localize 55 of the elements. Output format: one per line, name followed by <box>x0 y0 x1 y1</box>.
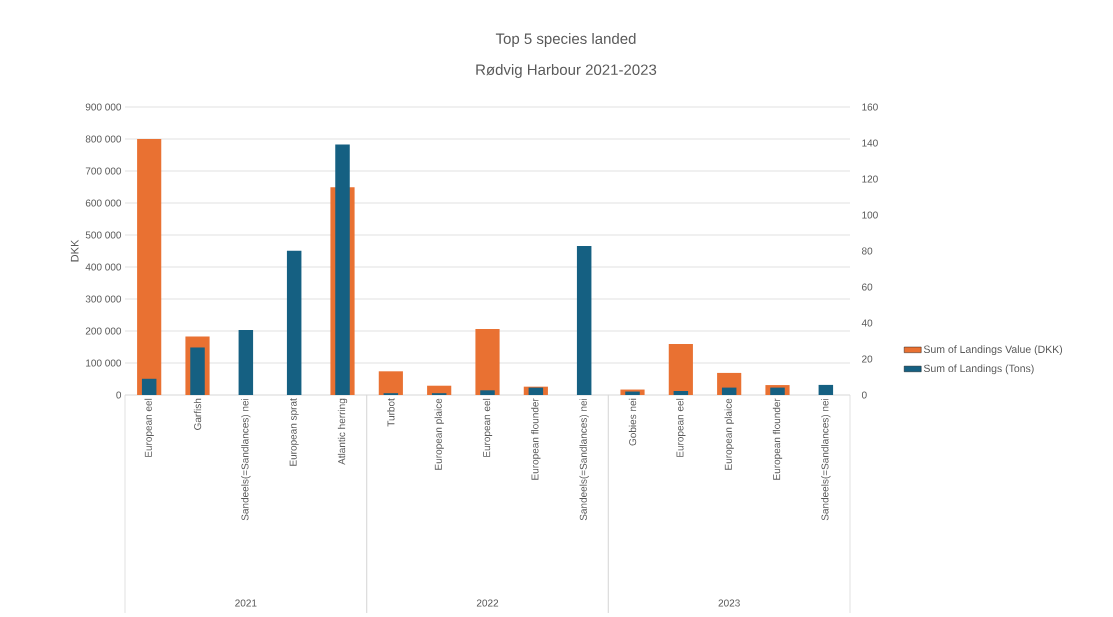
x-tick-label: Sandeels(=Sandlances) nei <box>241 398 251 521</box>
y-tick-label: 700 000 <box>85 167 122 175</box>
legend-label: Sum of Landings Value (DKK) <box>923 345 1063 356</box>
bar <box>286 250 302 395</box>
y-tick-label: 600 000 <box>85 199 122 207</box>
y-tick-label: 500 000 <box>85 231 122 239</box>
bar <box>668 344 693 395</box>
bar <box>137 138 162 395</box>
text: 2023 <box>718 599 740 607</box>
y-tick-label: 100 000 <box>86 359 122 367</box>
bar <box>480 390 495 395</box>
text: 2021 <box>235 599 257 607</box>
y-tick-label: 300 000 <box>85 295 122 303</box>
y2-tick-label: 120 <box>862 175 878 183</box>
y-axis-title: DKK <box>70 239 79 262</box>
x-tick-label: European flounder <box>531 398 541 480</box>
chart-subtitle: Rødvig Harbour 2021-2023 <box>476 64 657 78</box>
bar <box>721 387 737 395</box>
bar <box>378 371 403 395</box>
x-tick-label: Garfish <box>193 398 202 430</box>
y-tick-label: 200 000 <box>85 327 122 335</box>
y2-tick-label: 140 <box>862 139 878 147</box>
y2-tick-label: 60 <box>862 283 873 291</box>
bar <box>576 245 592 395</box>
x-tick-label: Atlantic herring <box>337 398 348 465</box>
y2-tick-label: 0 <box>861 391 867 399</box>
chart-title: Top 5 species landed <box>495 33 636 47</box>
y2-tick-label: 160 <box>862 103 878 111</box>
x-tick-label: European plaice <box>434 398 444 470</box>
y2-tick-label: 40 <box>861 319 873 327</box>
y-tick-label: 800 000 <box>85 135 122 143</box>
x-tick-label: Sandeels(=Sandlances) nei <box>821 398 831 521</box>
y2-tick-label: 100 <box>862 211 878 219</box>
bar <box>141 378 157 395</box>
bar <box>475 329 500 395</box>
x-tick-label: European flounder <box>772 398 783 480</box>
bar <box>238 330 254 395</box>
x-tick-label: Sandeels(=Sandlances) nei <box>579 398 589 521</box>
x-tick-label: European eel <box>482 398 493 457</box>
y-tick-label: 900 000 <box>85 103 122 111</box>
x-tick-label: European sprat <box>289 398 299 466</box>
bar <box>625 391 640 395</box>
x-tick-label: European eel <box>676 398 686 457</box>
y2-tick-label: 20 <box>862 355 873 363</box>
y-tick-label: 0 <box>116 391 122 399</box>
bar <box>673 391 689 395</box>
y2-tick-label: 80 <box>861 247 873 255</box>
text: 2022 <box>476 599 499 607</box>
x-tick-label: Gobies nei <box>628 398 637 446</box>
x-tick-label: European eel <box>144 398 154 457</box>
bar <box>818 384 834 395</box>
legend-label: Sum of Landings (Tons) <box>923 364 1034 375</box>
x-tick-label: Turbot <box>387 398 395 427</box>
y-tick-label: 400 000 <box>85 263 122 271</box>
x-tick-label: European plaice <box>724 398 734 470</box>
